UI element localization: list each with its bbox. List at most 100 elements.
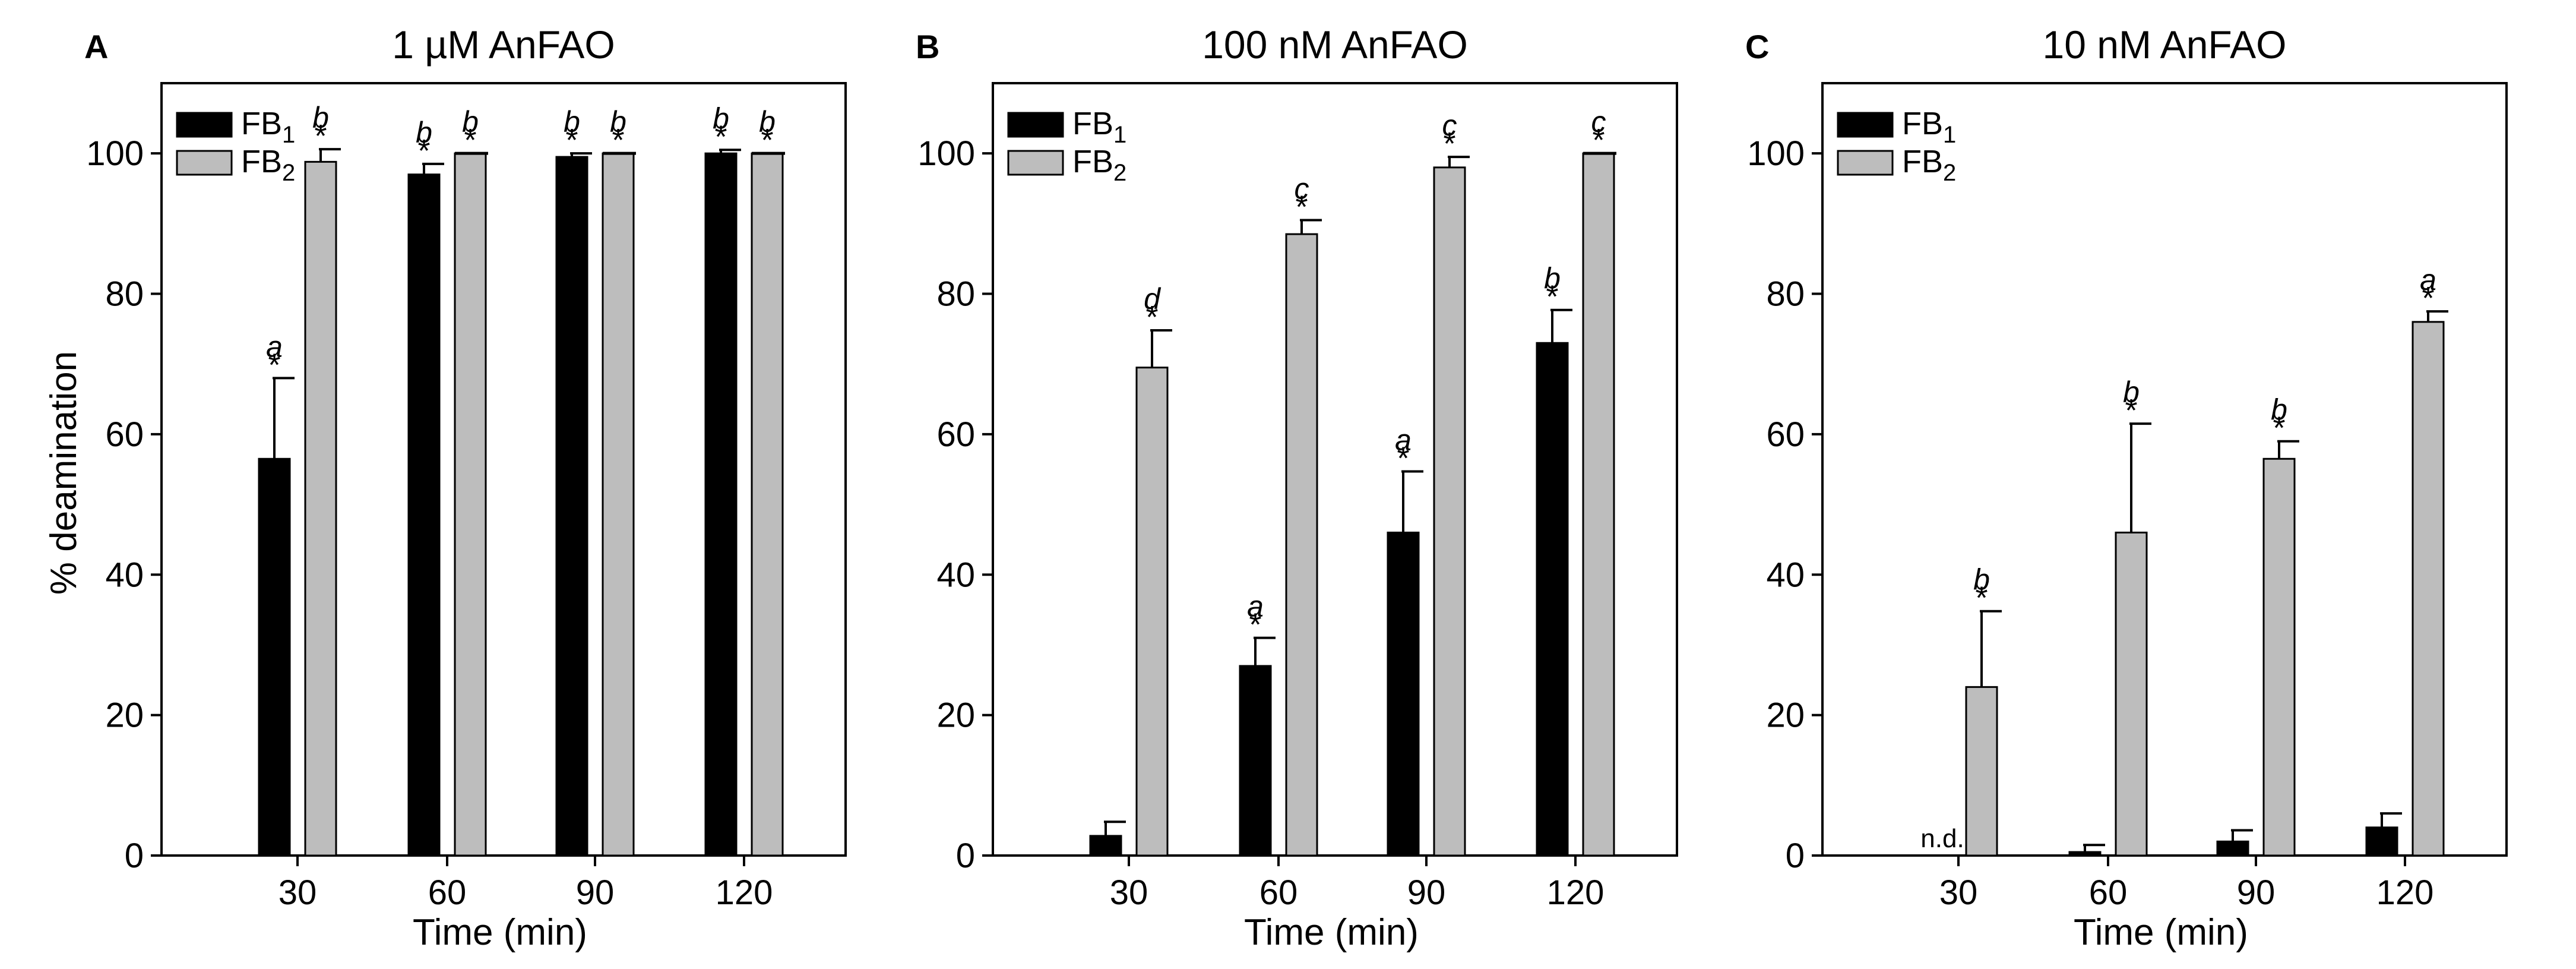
x-axis-title: Time (min) — [413, 912, 587, 953]
x-axis-title: Time (min) — [1244, 912, 1419, 953]
x-tick-label: 90 — [1407, 873, 1446, 912]
bar-fb2 — [2412, 321, 2445, 857]
significance-letter: b — [610, 105, 626, 138]
significance-star: * — [1546, 279, 1558, 315]
legend-swatch — [176, 150, 233, 176]
legend-label: FB2 — [241, 144, 295, 186]
legend-label-subscript: 2 — [1113, 160, 1126, 186]
significance-star: * — [714, 119, 727, 154]
significance-letter: b — [2123, 375, 2140, 409]
legend-label-base: FB — [1902, 106, 1943, 141]
plot-frame — [992, 82, 1678, 857]
y-tick-label: 0 — [125, 837, 144, 875]
significance-star: * — [464, 122, 476, 158]
x-tick-label: 120 — [1547, 873, 1605, 912]
significance-star: * — [612, 122, 624, 158]
legend-label: FB2 — [1902, 144, 1956, 186]
significance-star: * — [2125, 393, 2137, 428]
panel-title: 1 µM AnFAO — [392, 23, 615, 67]
significance-letter: c — [1591, 105, 1606, 138]
panel-title: 10 nM AnFAO — [2043, 23, 2287, 67]
bar-fb1 — [704, 152, 738, 857]
legend-label-subscript: 1 — [1113, 122, 1126, 148]
x-tick-label: 60 — [1259, 873, 1298, 912]
bar-fb1 — [1089, 835, 1122, 857]
y-tick-label: 20 — [105, 696, 144, 735]
y-tick-label: 20 — [1766, 696, 1805, 735]
significance-letter: b — [1544, 262, 1561, 295]
legend-label: FB1 — [241, 106, 295, 148]
chart-panel-b: B 100 nM AnFAO 0 20 40 60 80 100 30 60 90 120 Time (… — [916, 23, 1678, 953]
bar-fb1 — [2216, 840, 2249, 857]
bar-fb1 — [1536, 342, 1569, 857]
nd-label: n.d. — [1920, 824, 1964, 853]
significance-letter: a — [1247, 590, 1264, 623]
bar-fb1 — [555, 156, 588, 857]
bar-fb1 — [258, 457, 291, 857]
legend-label-base: FB — [1072, 144, 1113, 179]
legend-swatch — [176, 112, 233, 138]
significance-star: * — [565, 122, 578, 158]
significance-star: * — [314, 118, 327, 154]
y-tick-label: 40 — [1766, 555, 1805, 594]
bar-fb2 — [2115, 531, 2148, 857]
y-tick-label: 100 — [1747, 134, 1805, 173]
significance-letter: c — [1442, 109, 1457, 142]
significance-star: * — [1295, 189, 1308, 225]
x-tick-label: 60 — [2089, 873, 2128, 912]
significance-letter: c — [1295, 172, 1309, 205]
panel-title: 100 nM AnFAO — [1202, 23, 1468, 67]
y-tick-label: 60 — [1766, 415, 1805, 454]
legend-label-subscript: 2 — [282, 160, 295, 186]
y-tick-label: 60 — [105, 415, 144, 454]
bar-fb1 — [1387, 531, 1420, 857]
bar-fb2 — [751, 152, 784, 857]
y-tick-label: 0 — [956, 837, 975, 875]
bar-fb1 — [1239, 665, 1272, 857]
x-tick-label: 90 — [2237, 873, 2276, 912]
legend-swatch — [1007, 112, 1064, 138]
legend-label-subscript: 2 — [1943, 160, 1956, 186]
legend-swatch — [1837, 150, 1894, 176]
significance-star: * — [1443, 126, 1455, 162]
significance-letter: b — [462, 105, 479, 138]
bar-fb2 — [602, 152, 635, 857]
significance-star: * — [1975, 580, 1988, 616]
significance-letter: d — [1144, 282, 1162, 315]
bar-fb2 — [1285, 233, 1318, 857]
bar-fb2 — [1965, 686, 1998, 857]
significance-star: * — [1592, 122, 1605, 158]
significance-letter: a — [1395, 424, 1412, 457]
panel-letter: C — [1745, 28, 1769, 65]
legend-label-base: FB — [1072, 106, 1113, 141]
legend-label: FB1 — [1902, 106, 1956, 148]
plot-frame — [160, 82, 847, 857]
y-tick-label: 40 — [936, 555, 975, 594]
y-tick-label: 60 — [936, 415, 975, 454]
significance-star: * — [1397, 441, 1409, 476]
x-tick-label: 30 — [1939, 873, 1978, 912]
x-tick-label: 120 — [716, 873, 773, 912]
panel-letter: A — [84, 28, 108, 65]
legend-label-base: FB — [241, 144, 282, 179]
y-tick-label: 80 — [105, 275, 144, 314]
bar-fb2 — [2262, 457, 2296, 857]
legend-label-base: FB — [1902, 144, 1943, 179]
y-tick-label: 0 — [1786, 837, 1805, 875]
legend-label-base: FB — [241, 106, 282, 141]
chart-panel-a: A 1 µM AnFAO 0 20 40 60 80 100 30 60 90 120 Time (mi… — [84, 23, 847, 953]
significance-letter: a — [266, 330, 283, 363]
significance-letter: b — [312, 101, 329, 134]
x-tick-label: 30 — [1110, 873, 1148, 912]
y-tick-label: 40 — [105, 555, 144, 594]
legend-swatch — [1007, 150, 1064, 176]
panel-letter: B — [916, 28, 939, 65]
legend-swatch — [1837, 112, 1894, 138]
x-axis-title: Time (min) — [2074, 912, 2248, 953]
x-tick-label: 120 — [2376, 873, 2434, 912]
y-tick-label: 100 — [917, 134, 975, 173]
bar-fb1 — [407, 173, 441, 857]
chart-panel-c: C 10 nM AnFAO 0 20 40 60 80 100 30 60 90 120 Time (m… — [1745, 23, 2508, 953]
y-tick-label: 80 — [936, 275, 975, 314]
